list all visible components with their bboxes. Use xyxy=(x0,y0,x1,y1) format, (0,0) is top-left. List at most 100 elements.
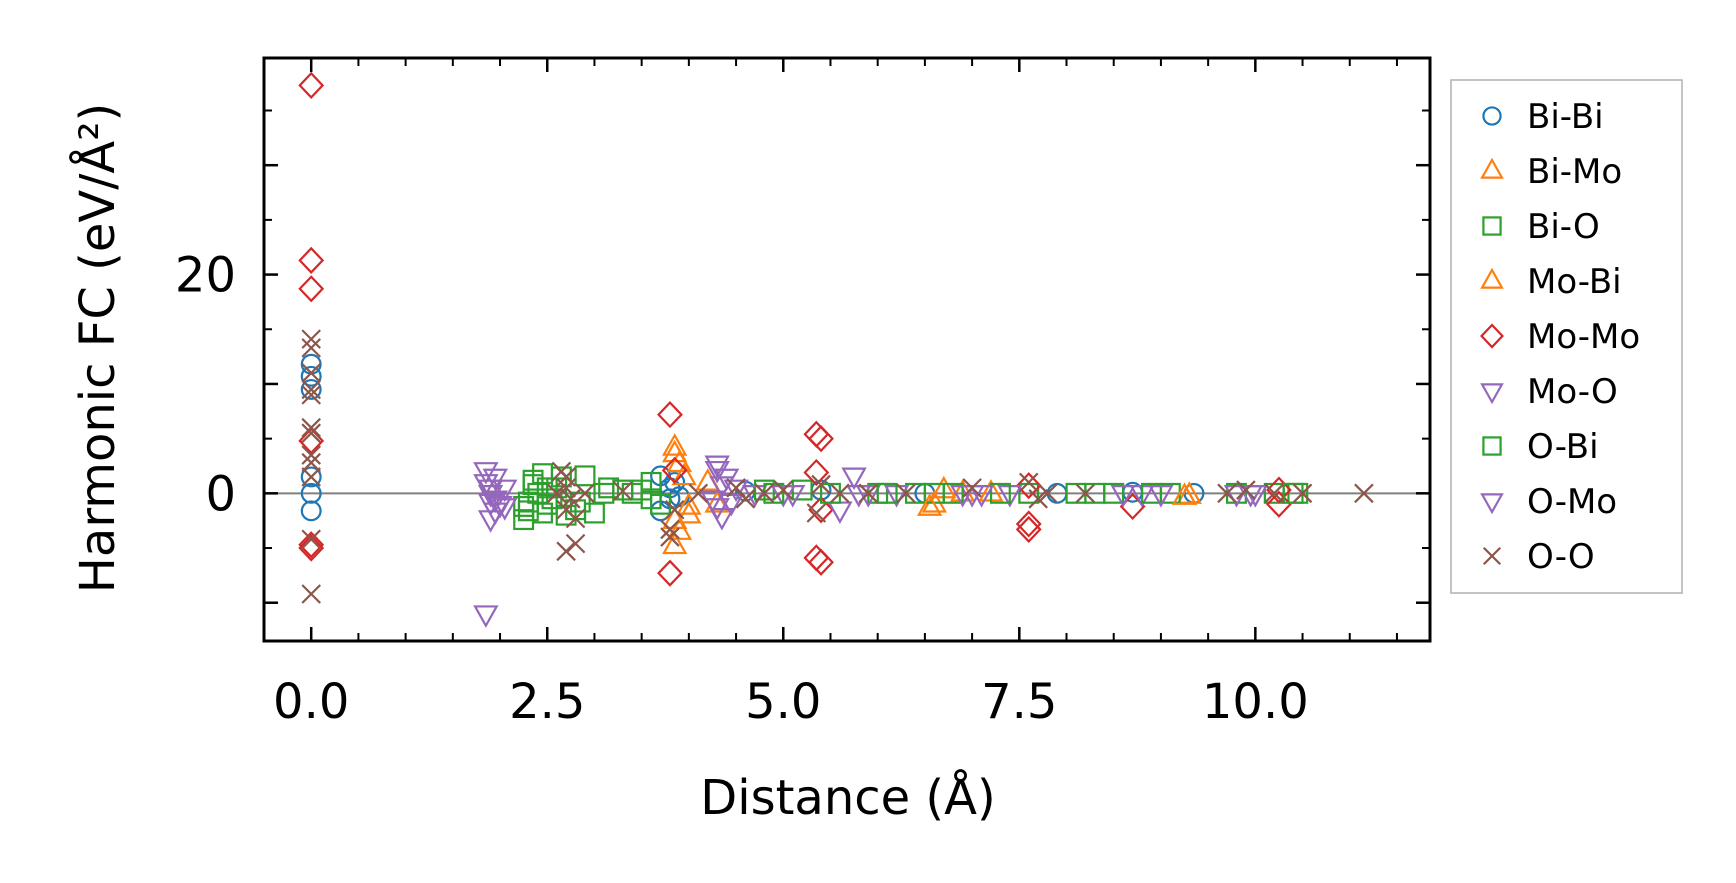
data-point xyxy=(989,482,1011,504)
legend-marker xyxy=(1480,323,1504,349)
data-point xyxy=(1015,472,1042,500)
data-point xyxy=(556,478,576,498)
legend-item: O-Bi xyxy=(1482,427,1599,467)
series-mo-bi xyxy=(662,439,1198,540)
data-point xyxy=(565,508,586,529)
data-point xyxy=(1264,483,1284,504)
data-point xyxy=(1292,483,1313,504)
legend-marker xyxy=(1480,157,1504,179)
x-tick-label: 5.0 xyxy=(745,674,821,730)
data-point xyxy=(298,534,325,562)
legend-label: Mo-Bi xyxy=(1527,262,1622,302)
data-point xyxy=(301,445,321,465)
data-point xyxy=(949,485,976,508)
data-point xyxy=(300,500,322,522)
data-point xyxy=(803,458,830,487)
data-point xyxy=(896,483,916,504)
legend-marker xyxy=(1480,383,1504,405)
data-point xyxy=(661,456,688,484)
y-tick-label: 0 xyxy=(205,466,236,522)
data-point xyxy=(688,483,709,504)
data-point xyxy=(718,493,745,517)
data-point xyxy=(482,468,508,492)
legend-item: O-Mo xyxy=(1480,482,1617,522)
data-point xyxy=(575,483,595,504)
data-point xyxy=(298,531,325,559)
data-point xyxy=(301,423,321,443)
data-point xyxy=(808,548,834,576)
legend-marker xyxy=(1482,436,1502,456)
data-point xyxy=(811,474,831,495)
data-point xyxy=(492,479,518,503)
legend-item: Bi-Bi xyxy=(1482,97,1604,137)
data-point xyxy=(556,541,576,562)
data-point xyxy=(300,482,322,504)
data-point xyxy=(301,363,321,383)
data-point xyxy=(1075,483,1096,504)
x-tick-label: 2.5 xyxy=(509,674,585,730)
data-point xyxy=(841,467,867,491)
legend-item: O-O xyxy=(1482,537,1595,577)
data-point xyxy=(676,492,702,515)
data-point xyxy=(664,471,686,493)
legend: Bi-Bi Bi-Mo Bi-O Mo-Bi Mo-Mo Mo-O O-Bi O-Mo O-O xyxy=(1450,79,1683,594)
data-point xyxy=(1171,482,1198,505)
data-point xyxy=(808,425,834,453)
data-point xyxy=(1266,490,1292,518)
data-point xyxy=(640,471,662,493)
data-point xyxy=(574,465,596,487)
data-point xyxy=(773,480,794,500)
data-point xyxy=(593,482,615,504)
data-point xyxy=(1018,472,1039,493)
data-point xyxy=(723,479,749,503)
data-point xyxy=(482,490,508,514)
data-point xyxy=(1110,485,1136,508)
data-point xyxy=(666,517,693,540)
data-point xyxy=(846,485,872,508)
data-point xyxy=(477,479,504,503)
data-point xyxy=(704,490,730,513)
data-point xyxy=(477,510,504,533)
data-point xyxy=(1015,515,1042,544)
legend-label: Bi-Mo xyxy=(1527,152,1622,192)
data-point xyxy=(662,439,688,463)
data-point xyxy=(300,378,322,400)
data-point xyxy=(657,400,683,429)
data-point xyxy=(300,466,322,488)
data-point xyxy=(858,483,879,504)
data-point xyxy=(916,493,943,516)
data-point xyxy=(962,478,982,498)
legend-marker xyxy=(1480,267,1504,289)
data-point xyxy=(298,71,325,99)
data-point xyxy=(301,467,321,487)
legend-marker xyxy=(1482,106,1502,126)
data-point xyxy=(522,469,544,491)
data-point xyxy=(612,481,633,501)
legend-item: Mo-Mo xyxy=(1480,317,1640,357)
data-point xyxy=(561,489,581,509)
data-point xyxy=(671,462,697,486)
data-point xyxy=(301,338,321,358)
data-point xyxy=(704,455,730,479)
data-point xyxy=(1037,483,1058,504)
data-point xyxy=(492,498,518,521)
data-point xyxy=(704,460,730,484)
data-point xyxy=(662,433,688,456)
legend-item: Mo-O xyxy=(1480,372,1618,412)
legend-item: Bi-O xyxy=(1482,207,1600,247)
data-point xyxy=(735,489,756,509)
data-point xyxy=(664,499,685,520)
data-point xyxy=(473,462,499,485)
data-point xyxy=(301,379,321,400)
data-point xyxy=(657,559,683,587)
legend-marker xyxy=(1482,216,1502,236)
data-point xyxy=(709,476,735,499)
data-point xyxy=(968,485,995,508)
data-point xyxy=(1354,483,1374,504)
data-point xyxy=(473,474,499,497)
data-point xyxy=(808,496,834,524)
data-point xyxy=(660,519,680,540)
data-point xyxy=(830,483,850,504)
data-point xyxy=(473,605,499,628)
y-tick-label: 20 xyxy=(175,248,236,304)
